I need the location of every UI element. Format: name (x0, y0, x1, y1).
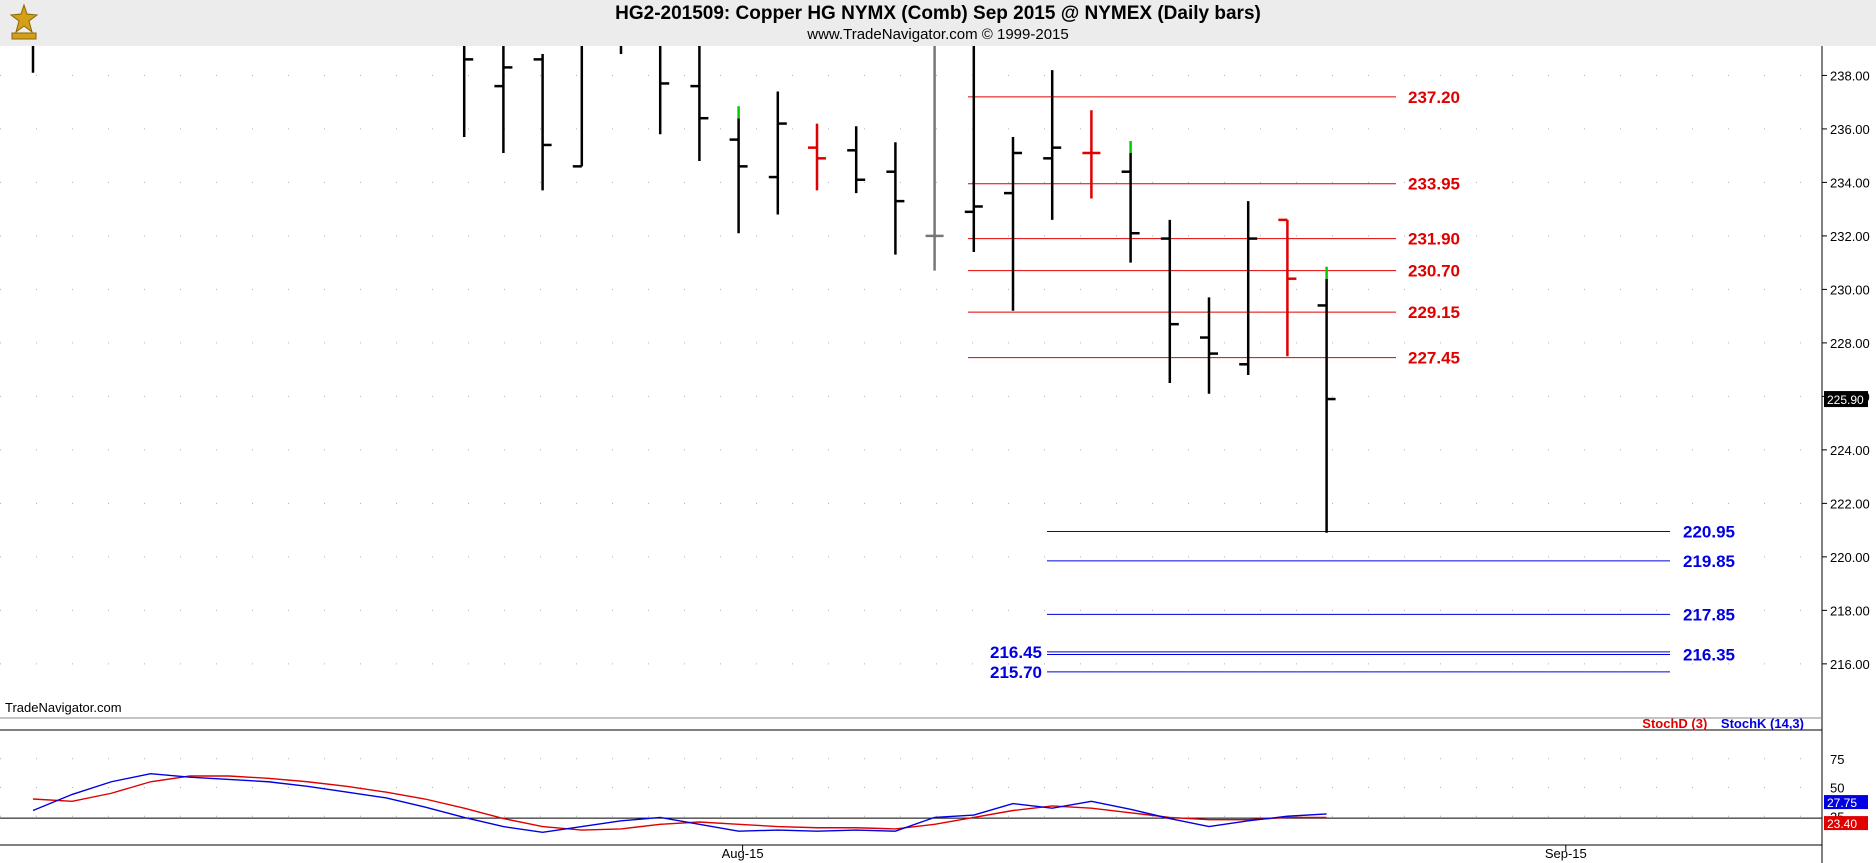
stochd-last-label: 23.40 (1827, 817, 1857, 831)
legend-stochd: StochD (3) (1642, 716, 1708, 731)
y-tick-label: 232.00 (1830, 229, 1870, 244)
watermark: TradeNavigator.com (5, 700, 122, 715)
last-price-tag (1824, 391, 1868, 408)
y-tick-label: 238.00 (1830, 68, 1870, 83)
y-tick-label: 230.00 (1830, 282, 1870, 297)
support-label: 216.35 (1683, 645, 1735, 664)
stochd-last-tag (1824, 816, 1868, 831)
stoch-tick-label: 75 (1830, 752, 1844, 767)
support-label: 215.70 (990, 663, 1042, 682)
y-tick-label: 216.00 (1830, 657, 1870, 672)
support-label: 216.45 (990, 643, 1042, 662)
ohlc-bars (31, 46, 1336, 533)
x-tick-label: Sep-15 (1545, 846, 1587, 861)
support-label: 219.85 (1683, 552, 1735, 571)
stochk-last-tag (1824, 795, 1868, 810)
resistance-label: 237.20 (1408, 88, 1460, 107)
resistance-label: 231.90 (1408, 230, 1460, 249)
chart-header (0, 0, 1876, 46)
legend-stochk: StochK (14,3) (1720, 716, 1804, 731)
stochk-line (32, 772, 1327, 834)
grid (0, 74, 1822, 665)
axes (0, 46, 1827, 863)
y-tick-label: 220.00 (1830, 550, 1870, 565)
stochd-line (32, 775, 1327, 831)
resistance-label: 230.70 (1408, 262, 1460, 281)
resistance-label: 229.15 (1408, 303, 1460, 322)
y-tick-label: 218.00 (1830, 603, 1870, 618)
support-label: 220.95 (1683, 522, 1735, 541)
x-tick-label: Aug-15 (722, 846, 764, 861)
last-price-label: 225.90 (1827, 393, 1864, 407)
support-label: 217.85 (1683, 605, 1735, 624)
chart-subtitle: www.TradeNavigator.com © 1999-2015 (807, 26, 1069, 43)
stoch-tick-label: 50 (1830, 781, 1844, 796)
stochk-last-label: 27.75 (1827, 796, 1857, 810)
chart-title: HG2-201509: Copper HG NYMX (Comb) Sep 20… (615, 3, 1261, 24)
y-tick-label: 224.00 (1830, 443, 1870, 458)
resistance-label: 227.45 (1408, 349, 1460, 368)
stochastic-legend: StochD (3) StochK (14,3) (1642, 716, 1804, 731)
trade-navigator-logo-icon (4, 2, 44, 42)
axis-labels: 238.00236.00234.00232.00230.00228.00226.… (722, 68, 1870, 861)
y-tick-label: 222.00 (1830, 496, 1870, 511)
price-levels: 237.20 233.95 231.90 230.70 229.15 227.45 220.… (968, 88, 1735, 682)
y-tick-label: 236.00 (1830, 122, 1870, 137)
resistance-label: 233.95 (1408, 175, 1460, 194)
stochastic-panel (0, 758, 1822, 834)
y-tick-label: 234.00 (1830, 175, 1870, 190)
y-tick-label: 228.00 (1830, 336, 1870, 351)
